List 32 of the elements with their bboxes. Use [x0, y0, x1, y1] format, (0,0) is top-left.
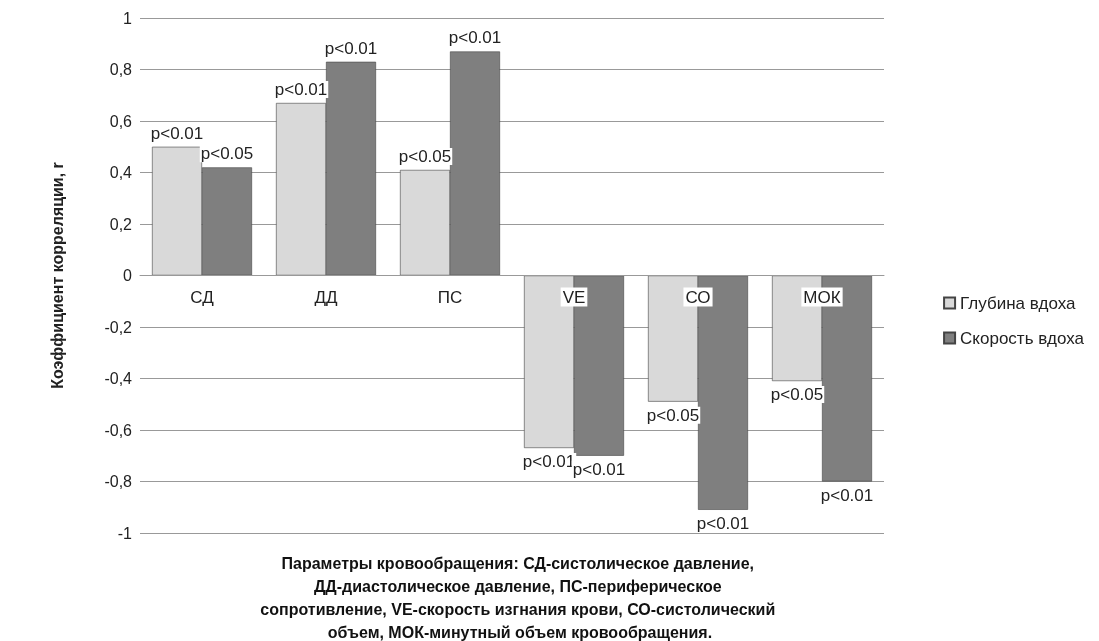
x-axis-title: Параметры кровообращения: СД-систолическое давление, ДД-диастолическое давление, ПС-периферическое сопротивление, VE-скорость изгнания крови, СО-систолический объем, МОК-минутный объем кровообращения. — [260, 555, 780, 641]
x-tick-label: VE — [562, 287, 586, 307]
data-label: p<0.01 — [572, 459, 626, 479]
y-tick-label: 0,4 — [109, 164, 133, 181]
y-tick-label: -0,8 — [104, 473, 133, 490]
y-tick-label: 0,6 — [109, 112, 133, 130]
data-label: p<0.05 — [398, 146, 452, 166]
x-tick-label: МОК — [803, 287, 841, 307]
y-tick-label: 0,2 — [109, 215, 133, 233]
data-label: p<0.01 — [696, 513, 750, 533]
x-tick-label: ДД — [314, 287, 338, 307]
y-tick-label: -0,6 — [104, 421, 133, 439]
data-label: p<0.01 — [820, 485, 874, 505]
x-tick-label: ПС — [437, 287, 463, 307]
data-label: p<0.05 — [200, 144, 254, 164]
data-label: p<0.05 — [646, 405, 700, 425]
legend-label: Скорость вдоха — [960, 328, 1085, 348]
y-tick-label: 1 — [123, 9, 133, 27]
y-tick-label: -1 — [117, 524, 133, 542]
y-tick-label: 0,8 — [109, 61, 133, 78]
data-label: p<0.01 — [150, 123, 204, 143]
x-tick-label: СД — [190, 287, 215, 307]
x-tick-label: СО — [685, 287, 711, 307]
y-tick-label: 0 — [123, 267, 133, 284]
legend-label: Глубина вдоха — [960, 293, 1077, 313]
data-label: p<0.01 — [448, 28, 502, 48]
data-label: p<0.05 — [770, 385, 824, 405]
y-axis-title: Коэффициент корреляции, r — [48, 162, 66, 389]
data-label: p<0.01 — [324, 38, 378, 58]
y-tick-label: -0,4 — [104, 370, 133, 387]
y-tick-label: -0,2 — [104, 318, 133, 336]
data-label: p<0.01 — [274, 79, 328, 99]
